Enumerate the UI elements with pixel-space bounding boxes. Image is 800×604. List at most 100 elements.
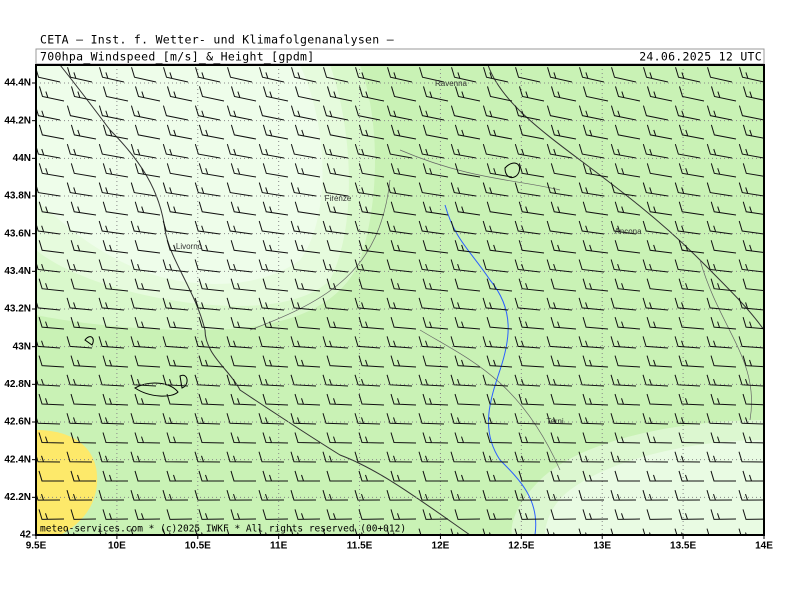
wind-barb [198, 355, 225, 368]
wind-barb [678, 240, 705, 254]
wind-barb [514, 220, 541, 235]
wind-barb [194, 297, 221, 311]
wind-barb [486, 509, 513, 520]
wind-barb [258, 336, 285, 349]
wind-barb [422, 124, 449, 140]
wind-barb [130, 297, 157, 311]
wind-barb [742, 278, 764, 292]
wind-barb [642, 336, 669, 349]
wind-barb [98, 259, 125, 273]
wind-barb [355, 67, 381, 83]
wind-barb [290, 528, 299, 535]
wind-barb [326, 278, 353, 292]
wind-barb [262, 355, 289, 368]
wind-barb [514, 297, 541, 311]
wind-barb [130, 220, 157, 235]
wind-barb [354, 413, 381, 425]
wind-barb [66, 259, 93, 273]
wind-barb [162, 182, 189, 197]
wind-barb [290, 220, 317, 235]
wind-barb [706, 105, 733, 121]
wind-barb [710, 124, 737, 140]
wind-barb [610, 182, 637, 197]
wind-barb [742, 124, 764, 139]
wind-barb [642, 182, 669, 197]
wind-barb [162, 451, 189, 463]
wind-barb [482, 105, 509, 121]
wind-barb [678, 201, 705, 216]
wind-barb [418, 105, 445, 121]
wind-barb [646, 316, 673, 330]
wind-barb [578, 490, 605, 501]
wind-barb [614, 393, 641, 406]
wind-barb [450, 182, 477, 197]
wind-barb [134, 432, 161, 444]
wind-barb [642, 528, 651, 535]
wind-barb [162, 297, 189, 311]
wind-barb [38, 355, 65, 368]
wind-barb [514, 528, 518, 535]
wind-barb [642, 143, 669, 159]
wind-barb [194, 182, 221, 197]
lon-label: 13.5E [670, 541, 696, 552]
wind-barb [294, 201, 321, 216]
lat-label: 43.8N [4, 191, 31, 202]
wind-barb [66, 413, 93, 425]
wind-barb [166, 355, 193, 368]
wind-barb [450, 105, 477, 121]
wind-barb [102, 470, 129, 482]
wind-barb [422, 509, 449, 520]
wind-barb [738, 451, 764, 463]
wind-barb [194, 528, 203, 535]
wind-barb [70, 240, 97, 254]
wind-barb [70, 355, 97, 368]
lat-label: 43.4N [4, 266, 31, 277]
wind-barb [546, 490, 573, 501]
wind-barb [259, 67, 285, 83]
wind-barb [290, 374, 317, 387]
wind-barb [294, 124, 321, 140]
wind-barb [390, 432, 417, 444]
wind-barb [326, 470, 353, 482]
wind-barb [674, 374, 701, 387]
wind-barb [642, 259, 669, 273]
wind-barb [358, 163, 385, 178]
wind-barb [546, 259, 573, 273]
wind-barb [358, 470, 385, 482]
wind-barb [358, 316, 385, 330]
wind-barb [514, 143, 541, 159]
wind-barb [710, 240, 737, 254]
wind-barb [742, 509, 764, 520]
wind-barb [390, 509, 417, 520]
wind-barb [482, 336, 509, 349]
wind-barb [194, 490, 221, 501]
wind-barb [486, 432, 513, 444]
lon-label: 12E [432, 541, 450, 552]
wind-barb [546, 528, 555, 535]
wind-barb [130, 413, 157, 425]
wind-barb [486, 316, 513, 330]
wind-barb [290, 451, 317, 463]
wind-barb [166, 240, 193, 254]
wind-barb [230, 470, 257, 482]
wind-barb [386, 528, 395, 535]
wind-barb [706, 220, 733, 235]
wind-barb [166, 393, 193, 406]
wind-barb [706, 182, 733, 197]
wind-barb [550, 393, 577, 406]
wind-barb [166, 86, 193, 102]
wind-barb [294, 470, 321, 482]
wind-barb [706, 336, 733, 349]
wind-barb [102, 316, 129, 330]
wind-barb [418, 143, 445, 159]
wind-barb [66, 105, 93, 121]
wind-barb [738, 413, 764, 425]
wind-barb [518, 432, 545, 444]
wind-barb [450, 143, 477, 159]
wind-barb [294, 278, 321, 292]
wind-barb [642, 451, 669, 463]
wind-barb [198, 393, 225, 406]
wind-barb [642, 374, 669, 387]
wind-barb [742, 316, 764, 330]
